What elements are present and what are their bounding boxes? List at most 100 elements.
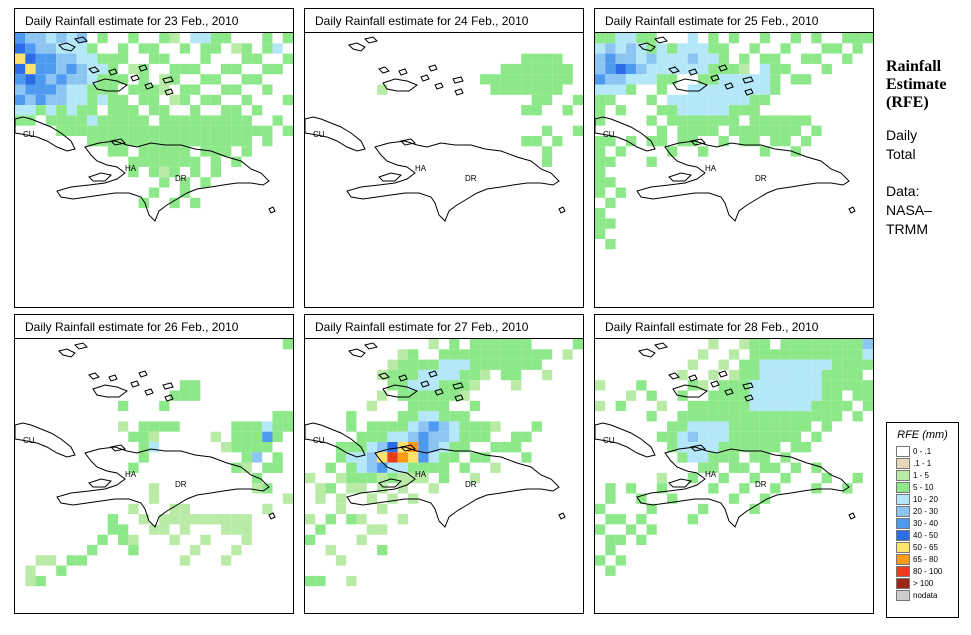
- rainfall-cell: [852, 359, 863, 370]
- rainfall-cell: [87, 125, 98, 136]
- rainfall-cell: [315, 493, 326, 504]
- rainfall-cell: [148, 442, 160, 453]
- rainfall-cell: [251, 483, 263, 494]
- rainfall-cell: [667, 431, 678, 442]
- rainfall-cell: [397, 452, 408, 463]
- rainfall-cell: [107, 524, 118, 535]
- rainfall-cell: [605, 565, 616, 576]
- legend-label: 1 - 5: [913, 470, 930, 480]
- legend-swatch: [896, 493, 910, 505]
- rainfall-cell: [179, 136, 191, 147]
- rainfall-cell: [667, 115, 678, 126]
- rainfall-cell: [66, 555, 77, 566]
- rainfall-cell: [636, 380, 647, 391]
- rainfall-cell: [708, 84, 719, 95]
- rainfall-cell: [490, 349, 501, 360]
- rainfall-cell: [56, 565, 67, 576]
- rainfall-cell: [615, 400, 626, 412]
- rainfall-cell: [656, 53, 668, 64]
- legend-swatch: [896, 553, 910, 565]
- rainfall-cell: [759, 74, 771, 85]
- rainfall-cell: [749, 339, 760, 350]
- rainfall-cell: [305, 472, 316, 484]
- rainfall-cell: [438, 452, 450, 463]
- rainfall-cell: [770, 421, 781, 432]
- rainfall-cell: [387, 493, 398, 504]
- cuba-coastline: [595, 116, 656, 152]
- rainfall-cell: [356, 442, 367, 453]
- rainfall-cell: [190, 380, 201, 391]
- rainfall-cell: [821, 380, 832, 391]
- rainfall-cell: [210, 94, 221, 106]
- rainfall-cell: [272, 63, 283, 75]
- rainfall-cell: [179, 187, 191, 198]
- rainfall-cell: [687, 411, 698, 422]
- rainfall-cell: [625, 74, 637, 85]
- rainfall-cell: [15, 43, 26, 54]
- rainfall-cell: [45, 84, 57, 95]
- rainfall-cell: [790, 125, 801, 136]
- rainfall-cell: [56, 74, 67, 85]
- island-coastline: [428, 370, 438, 378]
- tortuga-island: [399, 138, 417, 146]
- rainfall-cell: [107, 74, 118, 85]
- island-coastline: [452, 382, 464, 390]
- rainfall-cell: [625, 390, 637, 401]
- rainfall-cell: [200, 534, 211, 545]
- side-line-trmm: TRMM: [886, 221, 928, 237]
- rainfall-cell: [790, 115, 801, 126]
- rainfall-cell: [76, 94, 88, 106]
- rainfall-cell: [315, 575, 326, 587]
- hispaniola-coastline: [56, 140, 270, 222]
- rainfall-cell: [862, 390, 873, 401]
- rainfall-cell: [118, 74, 129, 85]
- rainfall-cell: [718, 94, 729, 106]
- rainfall-cell: [138, 115, 149, 126]
- rainfall-cell: [698, 431, 709, 442]
- hispaniola-coastline: [56, 446, 270, 528]
- rainfall-cell: [521, 339, 532, 350]
- rainfall-cell: [718, 390, 729, 401]
- rainfall-cell: [128, 534, 139, 545]
- side-line-nasa: NASA–: [886, 202, 932, 218]
- rainfall-cell: [605, 63, 616, 75]
- rainfall-cell: [107, 125, 118, 136]
- rainfall-cell: [159, 84, 170, 95]
- rainfall-cell: [636, 43, 647, 54]
- rainfall-cell: [459, 390, 470, 401]
- rainfall-cell: [801, 359, 812, 370]
- rainfall-cell: [200, 115, 211, 126]
- rainfall-cell: [377, 390, 388, 401]
- rainfall-cell: [605, 197, 616, 209]
- rainfall-map: CU HA DR: [305, 339, 583, 587]
- rainfall-cell: [179, 524, 191, 535]
- rainfall-cell: [251, 452, 263, 463]
- rainfall-cell: [595, 53, 606, 64]
- rainfall-cell: [749, 369, 760, 381]
- rainfall-cell: [241, 431, 252, 442]
- rainfall-cell: [200, 125, 211, 136]
- island-coastline: [742, 76, 754, 84]
- rainfall-cell: [251, 431, 263, 442]
- rainfall-cell: [128, 33, 139, 44]
- rainfall-cell: [677, 53, 688, 64]
- rainfall-cell: [56, 53, 67, 64]
- rainfall-cell: [377, 545, 388, 556]
- rainfall-cell: [490, 84, 501, 95]
- island-coastline: [724, 82, 734, 90]
- rainfall-cell: [821, 421, 832, 432]
- rainfall-cell: [169, 534, 180, 545]
- rainfall-cell: [449, 411, 460, 422]
- rainfall-cell: [138, 136, 149, 147]
- rainfall-cell: [25, 53, 36, 64]
- rainfall-cell: [210, 156, 221, 167]
- rainfall-cell: [169, 503, 180, 515]
- rainfall-cell: [728, 63, 740, 75]
- rainfall-cell: [739, 442, 750, 453]
- panel-title: Daily Rainfall estimate for 27 Feb., 201…: [305, 315, 583, 339]
- rainfall-cell: [677, 136, 688, 147]
- rainfall-cell: [521, 136, 532, 147]
- rainfall-cell: [190, 197, 201, 209]
- rainfall-cell: [200, 94, 211, 106]
- rainfall-cell: [418, 442, 429, 453]
